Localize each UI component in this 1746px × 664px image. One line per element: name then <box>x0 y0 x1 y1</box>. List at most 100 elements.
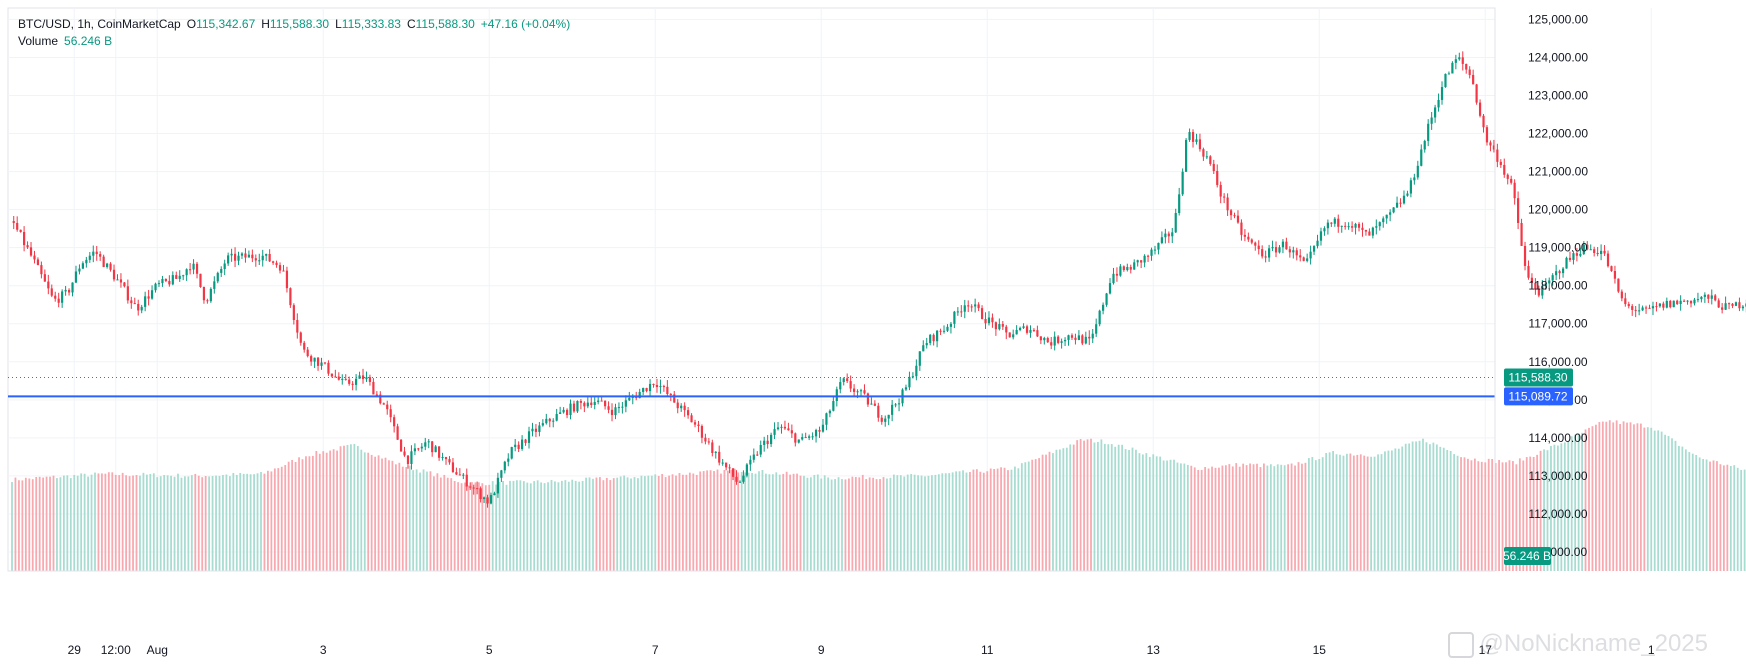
volume-bar <box>152 473 155 571</box>
candle-body <box>40 265 43 275</box>
volume-bar <box>1041 454 1044 571</box>
candle-body <box>240 253 244 256</box>
candle-body <box>251 254 254 259</box>
volume-bar <box>24 477 27 571</box>
volume-bar <box>56 478 58 571</box>
volume-bar <box>90 474 93 571</box>
volume-bar <box>944 473 947 571</box>
candle-body <box>1036 330 1039 337</box>
volume-bar <box>1512 461 1514 571</box>
volume-bar <box>1131 447 1134 571</box>
candle-body <box>368 377 372 382</box>
volume-bar <box>97 473 100 571</box>
candle-body <box>1115 273 1119 276</box>
candle-body <box>1330 222 1333 224</box>
candle-body <box>1171 232 1174 237</box>
candle-body <box>1333 218 1336 224</box>
volume-bar <box>1190 465 1193 571</box>
candle-body <box>738 481 742 483</box>
volume-bar <box>80 473 83 571</box>
candle-body <box>1264 256 1267 258</box>
candle-body <box>358 375 361 379</box>
x-tick-label: 3 <box>320 643 327 657</box>
volume-bar <box>45 476 48 571</box>
volume-bar <box>1058 449 1061 571</box>
volume-bar <box>1716 461 1718 571</box>
candle-body <box>150 290 154 299</box>
candle-body <box>524 439 527 443</box>
volume-bar <box>1484 462 1487 571</box>
candle-body <box>1596 253 1599 255</box>
volume-bar <box>253 474 255 571</box>
volume-bar <box>1297 462 1300 571</box>
volume-bar <box>394 464 397 571</box>
volume-bar <box>737 472 740 571</box>
volume-bar <box>422 469 425 571</box>
candle-body <box>673 394 676 403</box>
candle-body <box>1340 225 1343 227</box>
volume-bar <box>1442 447 1445 571</box>
volume-bar <box>851 476 854 571</box>
candle-body <box>1212 163 1215 172</box>
candle-body <box>918 351 921 366</box>
candle-body <box>949 323 953 327</box>
volume-bar <box>1162 460 1165 571</box>
candle-body <box>1029 329 1032 333</box>
candle-body <box>355 378 358 385</box>
volume-bar <box>619 476 622 571</box>
volume-bar <box>1667 436 1670 571</box>
volume-bar <box>346 444 349 571</box>
volume-bar <box>1425 442 1428 571</box>
candle-body <box>157 283 161 285</box>
candle-body <box>396 426 399 440</box>
candle-body <box>1070 335 1074 338</box>
volume-bar <box>1107 444 1110 571</box>
candle-body <box>479 488 482 500</box>
candle-body <box>1475 84 1478 103</box>
volume-bar <box>1048 451 1051 571</box>
volume-bar <box>1480 461 1483 571</box>
volume-bar <box>62 475 65 571</box>
candle-body <box>814 429 818 437</box>
volume-bar <box>1135 449 1137 571</box>
candle-body <box>1741 306 1744 309</box>
volume-bar <box>471 482 473 571</box>
candle-body <box>1655 306 1658 308</box>
volume-bar <box>1020 463 1023 571</box>
candle-body <box>797 439 800 443</box>
volume-bar <box>232 472 235 571</box>
x-tick-label: 17 <box>1479 643 1493 657</box>
candle-body <box>1610 266 1613 272</box>
candle-body <box>749 459 752 465</box>
volume-bar <box>668 475 670 571</box>
candle-body <box>759 444 762 455</box>
candle-body <box>413 448 416 452</box>
candle-body <box>382 403 385 405</box>
candle-body <box>766 440 769 445</box>
volume-bar <box>1231 466 1234 571</box>
volume-bar <box>1501 462 1504 571</box>
candle-body <box>894 404 897 406</box>
candle-body <box>669 393 672 395</box>
volume-bar <box>702 471 705 571</box>
volume-bar <box>1643 427 1646 571</box>
candle-body <box>1548 280 1551 284</box>
volume-bar <box>969 472 971 571</box>
candle-body <box>607 406 610 410</box>
volume-bar <box>1069 444 1072 571</box>
candle-body <box>431 441 434 453</box>
candle-body <box>884 418 887 422</box>
candle-body <box>925 343 928 346</box>
volume-bar <box>1560 443 1563 571</box>
volume-bar <box>1010 469 1013 571</box>
volume-bar <box>121 472 124 571</box>
candle-body <box>1395 202 1399 208</box>
candle-body <box>1337 218 1340 227</box>
candle-body <box>1319 231 1323 241</box>
candle-body <box>531 428 534 432</box>
candle-body <box>541 423 544 426</box>
volume-bar <box>1138 453 1141 571</box>
candle-body <box>16 222 19 230</box>
